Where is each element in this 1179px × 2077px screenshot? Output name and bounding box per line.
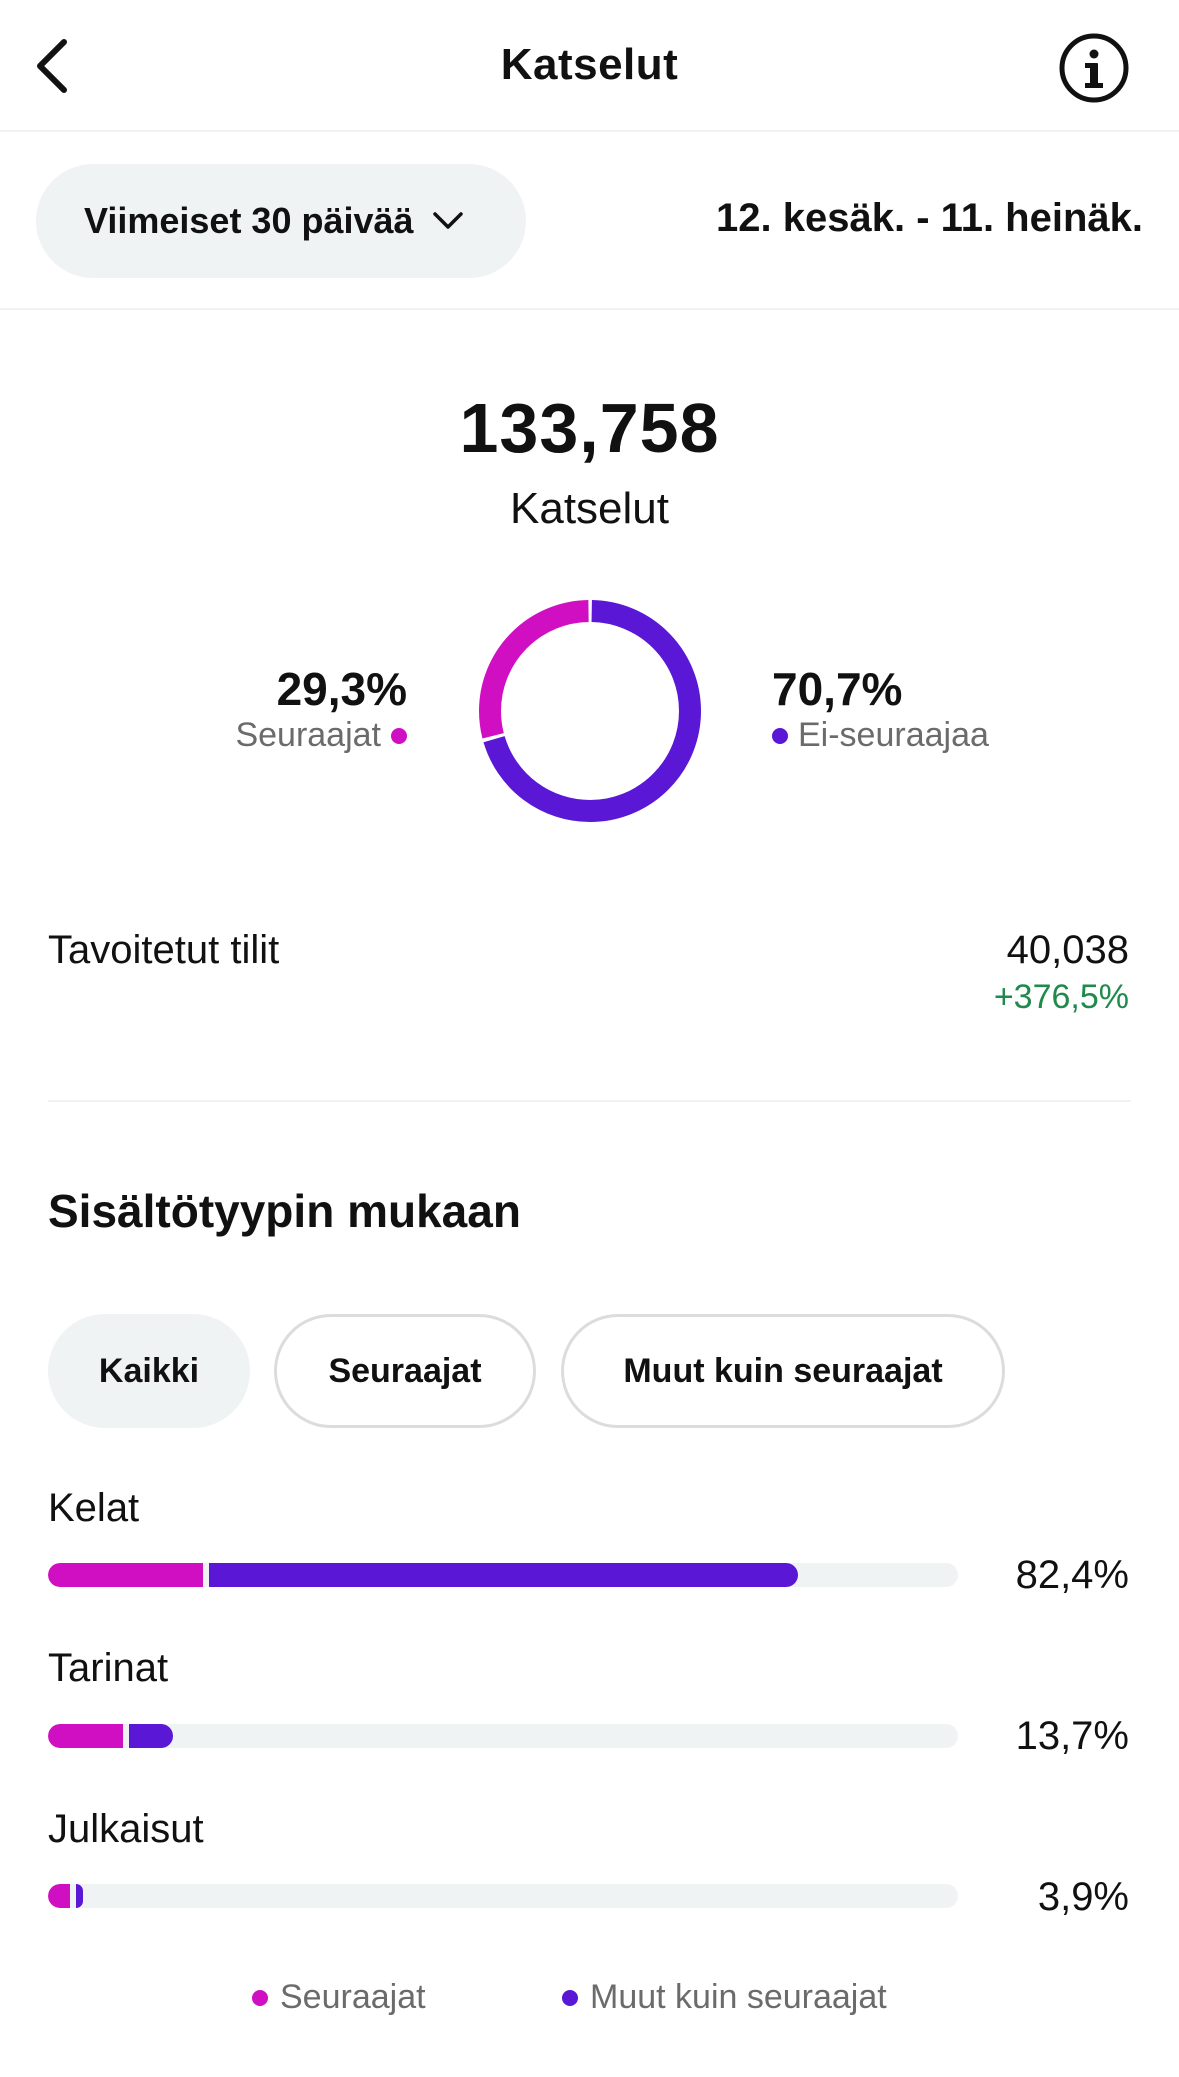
info-button[interactable]: [1058, 32, 1130, 104]
filter-chip-all[interactable]: Kaikki: [48, 1314, 250, 1428]
content-type-title: Sisältötyypin mukaan: [48, 1185, 521, 1237]
filter-chip-followers[interactable]: Seuraajat: [274, 1314, 536, 1428]
content-row-label: Tarinat: [48, 1646, 169, 1690]
content-row-label: Kelat: [48, 1486, 140, 1530]
content-row-percentage: 13,7%: [1015, 1714, 1129, 1758]
legend-followers: Seuraajat: [252, 1978, 426, 2017]
non-followers-bar-segment: [76, 1884, 84, 1908]
non-followers-donut-segment: [479, 600, 701, 822]
content-row-percentage: 3,9%: [1037, 1875, 1129, 1919]
followers-bar-segment: [48, 1724, 124, 1748]
followers-bar-segment: [48, 1884, 71, 1908]
followers-bar-segment: [48, 1563, 204, 1587]
section-divider: [48, 1100, 1131, 1102]
followers-label: Seuraajat: [235, 716, 381, 754]
non-followers-dot-icon: [772, 727, 788, 744]
reached-accounts-value: 40,038: [1006, 928, 1129, 972]
total-views-label: Katselut: [510, 484, 669, 533]
non-followers-dot-icon: [562, 1989, 578, 2006]
chevron-down-icon: [432, 212, 463, 229]
legend-non-followers-label: Muut kuin seuraajat: [590, 1978, 887, 2016]
followers-donut-segment: [479, 600, 701, 822]
page-title: Katselut: [500, 40, 679, 89]
content-row-bar: [48, 1724, 958, 1748]
date-range-dropdown[interactable]: Viimeiset 30 päivää: [36, 164, 526, 278]
non-followers-bar-segment: [129, 1724, 173, 1748]
content-row-bar: [48, 1563, 958, 1587]
date-range-text: 12. kesäk. - 11. heinäk.: [716, 196, 1143, 240]
followers-percentage: 29,3%: [276, 663, 407, 715]
non-followers-legend: Ei-seuraajaa: [772, 716, 989, 755]
content-row-bar: [48, 1884, 958, 1908]
followers-dot-icon: [252, 1989, 268, 2006]
audience-donut-chart: [479, 600, 701, 822]
followers-dot-icon: [391, 727, 407, 744]
legend-followers-label: Seuraajat: [280, 1978, 426, 2016]
info-circle-icon: [1059, 33, 1129, 103]
top-bar: Katselut: [0, 0, 1179, 132]
total-views-value: 133,758: [459, 389, 720, 467]
filter-chip-non-followers[interactable]: Muut kuin seuraajat: [561, 1314, 1005, 1428]
back-button[interactable]: [22, 30, 82, 102]
chevron-left-icon: [37, 39, 67, 93]
content-row-label: Julkaisut: [48, 1807, 204, 1851]
reached-accounts-change: +376,5%: [993, 978, 1129, 1016]
legend-non-followers: Muut kuin seuraajat: [562, 1978, 887, 2017]
date-filter-row: Viimeiset 30 päivää 12. kesäk. - 11. hei…: [0, 132, 1179, 310]
date-range-label: Viimeiset 30 päivää: [84, 200, 414, 241]
content-row-percentage: 82,4%: [1015, 1553, 1129, 1597]
non-followers-label: Ei-seuraajaa: [798, 716, 989, 754]
non-followers-bar-segment: [209, 1563, 798, 1587]
non-followers-percentage: 70,7%: [772, 663, 903, 715]
followers-legend: Seuraajat: [235, 716, 407, 755]
reached-accounts-label: Tavoitetut tilit: [48, 928, 280, 972]
